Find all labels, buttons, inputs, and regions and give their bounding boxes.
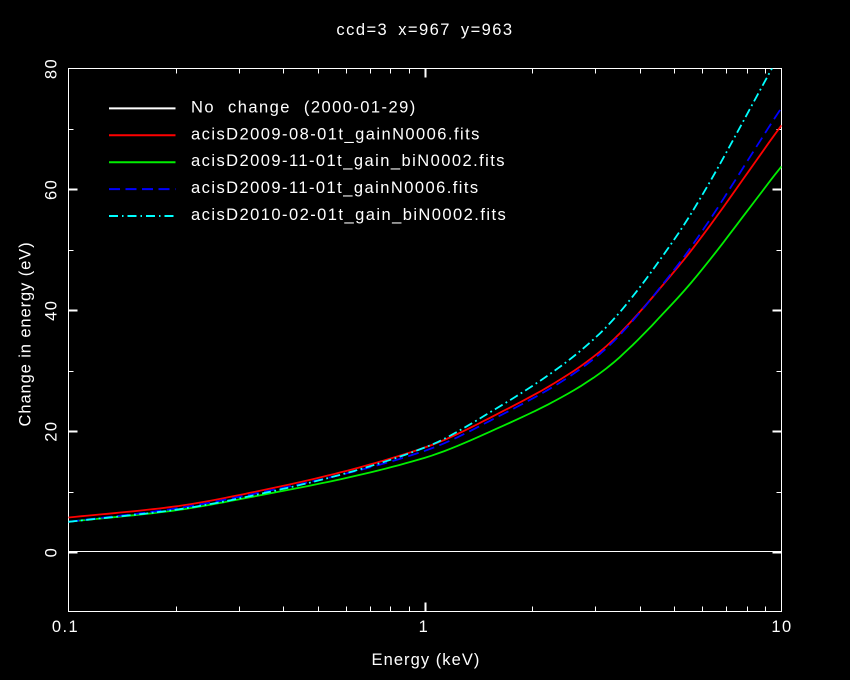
- svg-text:acisD2009-11-01t_gain_biN0002.: acisD2009-11-01t_gain_biN0002.fits: [191, 152, 506, 170]
- svg-text:0.1: 0.1: [52, 618, 79, 636]
- svg-text:20: 20: [43, 420, 61, 441]
- svg-text:ccd=3 x=967 y=963: ccd=3 x=967 y=963: [336, 21, 513, 39]
- svg-text:No change (2000-01-29): No change (2000-01-29): [191, 98, 417, 116]
- svg-text:acisD2009-11-01t_gainN0006.fit: acisD2009-11-01t_gainN0006.fits: [191, 179, 480, 197]
- svg-text:0: 0: [43, 547, 61, 558]
- svg-text:40: 40: [43, 300, 61, 321]
- svg-text:acisD2009-08-01t_gainN0006.fit: acisD2009-08-01t_gainN0006.fits: [191, 125, 481, 143]
- svg-text:60: 60: [43, 179, 61, 200]
- svg-text:Change in energy (eV): Change in energy (eV): [17, 242, 35, 427]
- svg-text:acisD2010-02-01t_gain_biN0002.: acisD2010-02-01t_gain_biN0002.fits: [191, 206, 507, 224]
- svg-text:80: 80: [43, 58, 61, 79]
- svg-text:10: 10: [771, 618, 792, 636]
- svg-text:1: 1: [419, 618, 430, 636]
- svg-text:Energy (keV): Energy (keV): [372, 651, 481, 669]
